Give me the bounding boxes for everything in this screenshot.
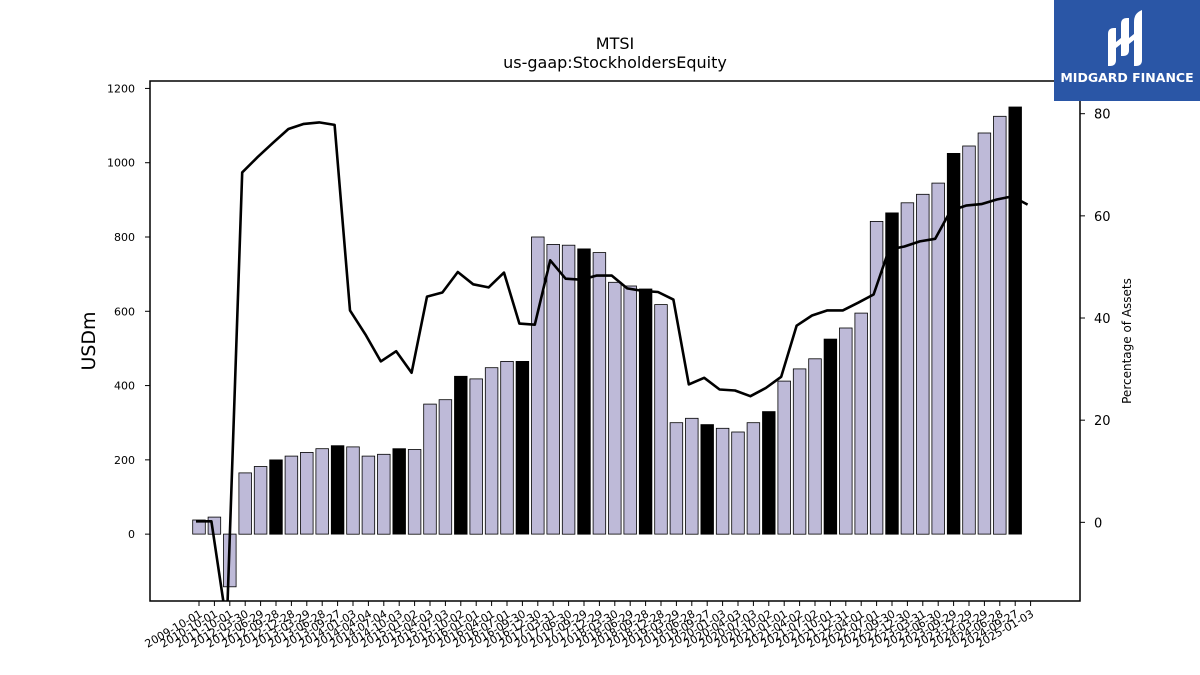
bar bbox=[931, 182, 945, 535]
bar bbox=[669, 422, 684, 535]
bar bbox=[993, 115, 1007, 535]
bars bbox=[192, 106, 1022, 588]
midgard-finance-logo-icon bbox=[1108, 10, 1142, 66]
bar bbox=[746, 422, 761, 535]
y-tick-label: 0 bbox=[128, 528, 135, 541]
bar bbox=[361, 455, 376, 535]
bar bbox=[777, 380, 791, 535]
bar bbox=[839, 327, 853, 535]
bar bbox=[808, 358, 822, 535]
chart-subtitle: us-gaap:StockholdersEquity bbox=[503, 53, 727, 72]
bar bbox=[685, 417, 699, 535]
bar bbox=[869, 220, 884, 535]
bar bbox=[946, 152, 961, 535]
bar bbox=[546, 243, 560, 535]
bar bbox=[300, 451, 314, 535]
line-series-path bbox=[196, 121, 1029, 601]
bar bbox=[207, 516, 222, 535]
bar bbox=[392, 448, 406, 535]
bar bbox=[577, 248, 591, 535]
brand-logo: MIDGARD FINANCE bbox=[1054, 0, 1200, 101]
bar bbox=[792, 368, 807, 535]
y-tick-label: 200 bbox=[114, 454, 135, 467]
bar bbox=[484, 367, 499, 535]
bar bbox=[438, 399, 453, 535]
bar bbox=[592, 252, 607, 535]
bar bbox=[500, 360, 514, 535]
bar bbox=[654, 304, 668, 535]
bar bbox=[377, 453, 391, 535]
left-axis: 0 200 400 600 800 1000 1200 bbox=[107, 82, 150, 541]
bar bbox=[515, 360, 530, 535]
bar bbox=[608, 281, 622, 535]
bar bbox=[269, 459, 283, 535]
bar bbox=[885, 212, 899, 535]
bar bbox=[1008, 106, 1022, 535]
bar bbox=[900, 202, 915, 535]
bar bbox=[531, 236, 545, 535]
bar bbox=[346, 446, 360, 535]
y-tick-label: 800 bbox=[114, 231, 135, 244]
y2-tick-label: 80 bbox=[1094, 108, 1111, 123]
bar bbox=[407, 449, 422, 535]
bar bbox=[330, 445, 345, 535]
bar bbox=[762, 411, 776, 535]
bar bbox=[977, 132, 992, 535]
y-tick-label: 400 bbox=[114, 380, 135, 393]
y-tick-label: 1200 bbox=[107, 82, 135, 95]
line-series bbox=[196, 121, 1029, 601]
y2-tick-label: 40 bbox=[1094, 312, 1111, 327]
y-tick-label: 1000 bbox=[107, 157, 135, 170]
brand-name: MIDGARD FINANCE bbox=[1060, 70, 1194, 85]
bar bbox=[561, 244, 576, 535]
bar bbox=[638, 288, 653, 535]
y-axis-label: USDm bbox=[78, 311, 100, 370]
x-axis: 2009-10-012010-10-012011-10-012012-03-30… bbox=[143, 601, 1036, 651]
right-axis: 0 20 40 60 80 bbox=[1080, 108, 1111, 531]
bar bbox=[238, 472, 252, 535]
bar bbox=[284, 455, 299, 535]
bar bbox=[454, 375, 468, 535]
bar bbox=[253, 466, 268, 535]
y2-axis-label: Percentage of Assets bbox=[1120, 278, 1134, 404]
bar bbox=[731, 431, 745, 535]
chart-title: MTSI bbox=[596, 34, 634, 53]
bar bbox=[823, 338, 838, 535]
y2-tick-label: 20 bbox=[1094, 414, 1111, 429]
bar bbox=[469, 378, 483, 535]
bar bbox=[623, 285, 637, 535]
y2-tick-label: 60 bbox=[1094, 210, 1111, 225]
y2-tick-label: 0 bbox=[1094, 516, 1102, 531]
bar bbox=[962, 145, 976, 535]
bar bbox=[916, 193, 930, 535]
bar bbox=[715, 427, 730, 535]
bar bbox=[315, 448, 329, 535]
y-tick-label: 600 bbox=[114, 305, 135, 318]
bar bbox=[423, 403, 437, 535]
bar bbox=[700, 424, 714, 535]
bar bbox=[854, 312, 868, 535]
